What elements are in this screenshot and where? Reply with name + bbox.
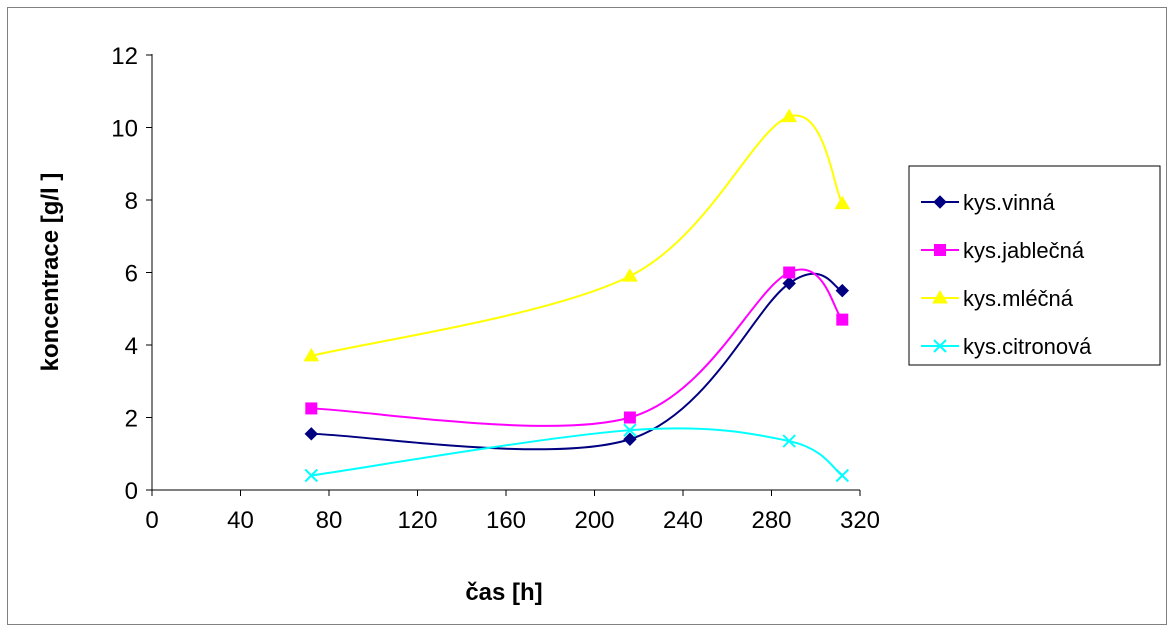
series-4: [304, 423, 850, 483]
legend-label: kys.vinná: [963, 190, 1055, 215]
data-point: [835, 468, 850, 483]
x-tick-label: 280: [751, 507, 791, 534]
data-point: [304, 468, 319, 483]
y-tick-label: 4: [125, 333, 138, 360]
data-point: [623, 411, 636, 424]
legend: kys.vinná kys.jablečná kys.mléčná kys.citro…: [908, 165, 1161, 366]
data-point: [622, 268, 638, 282]
legend-label: kys.jablečná: [963, 238, 1085, 263]
data-point: [834, 195, 851, 210]
x-tick-label: 200: [574, 507, 614, 534]
y-axis-title: koncentrace [g/l ]: [37, 173, 64, 372]
x-marker-stroke: [933, 339, 947, 353]
x-marker-stroke: [623, 423, 637, 437]
series-2: [305, 266, 849, 427]
legend-box: [908, 165, 1161, 366]
y-tick-label: 2: [125, 406, 138, 433]
x-tick-label: 40: [227, 507, 254, 534]
series-line: [311, 114, 844, 357]
x-marker-stroke: [835, 468, 850, 483]
series-3: [303, 108, 851, 362]
x-tick-label: 80: [316, 507, 343, 534]
x-tick-label: 0: [145, 507, 158, 534]
series-line: [311, 272, 843, 451]
y-tick-label: 6: [125, 261, 138, 288]
data-point: [303, 347, 320, 362]
legend-item: kys.mléčná: [921, 286, 1074, 311]
series-line: [311, 268, 844, 427]
x-marker-stroke: [304, 468, 319, 483]
data-point: [783, 266, 796, 279]
x-tick-label: 160: [486, 507, 526, 534]
data-point: [782, 434, 796, 448]
data-point: [623, 423, 637, 437]
x-axis-title: čas [h]: [465, 579, 542, 606]
series-line: [311, 427, 843, 477]
legend-label: kys.mléčná: [963, 286, 1074, 311]
x-tick-label: 120: [397, 507, 437, 534]
legend-item: kys.jablečná: [921, 238, 1085, 263]
data-point: [304, 427, 319, 441]
legend-label: kys.citronová: [963, 334, 1092, 359]
legend-item: kys.vinná: [921, 190, 1055, 215]
data-point: [781, 108, 798, 123]
data-point: [782, 276, 796, 291]
legend-swatch-marker: [932, 290, 948, 304]
data-point: [836, 313, 849, 326]
legend-swatch-marker: [933, 339, 947, 353]
series-layer: [303, 108, 851, 483]
y-tick-label: 8: [125, 188, 138, 215]
x-tick-label: 240: [663, 507, 703, 534]
x-marker-stroke: [782, 434, 796, 448]
series-1: [304, 272, 850, 451]
y-tick-label: 12: [111, 43, 138, 70]
data-point: [623, 432, 637, 446]
y-tick-label: 0: [125, 478, 138, 505]
data-point: [305, 402, 318, 415]
x-tick-label: 320: [840, 507, 880, 534]
y-tick-label: 10: [111, 116, 138, 143]
legend-swatch-marker: [933, 195, 947, 209]
data-point: [835, 283, 850, 298]
legend-item: kys.citronová: [921, 334, 1092, 359]
legend-swatch-marker: [934, 244, 946, 256]
